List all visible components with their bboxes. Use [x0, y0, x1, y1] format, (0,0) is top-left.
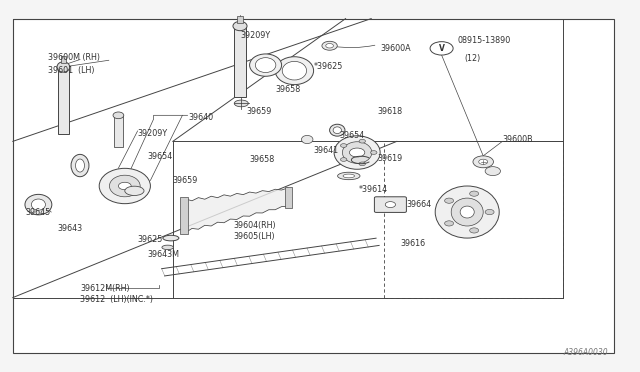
Circle shape [485, 167, 500, 176]
Bar [114, 115, 123, 147]
Bar [58, 67, 69, 134]
Ellipse shape [330, 124, 345, 136]
Ellipse shape [255, 58, 276, 73]
Text: 39600B: 39600B [502, 135, 533, 144]
Circle shape [371, 151, 377, 154]
Circle shape [470, 228, 479, 233]
Text: 39209Y: 39209Y [138, 129, 168, 138]
Text: 39654: 39654 [147, 152, 172, 161]
Text: 39625: 39625 [138, 235, 163, 244]
Circle shape [340, 144, 347, 147]
Text: (12): (12) [464, 54, 480, 63]
Ellipse shape [301, 135, 313, 144]
Ellipse shape [343, 174, 355, 178]
Text: 39659: 39659 [173, 176, 198, 185]
Ellipse shape [162, 245, 173, 250]
Text: 39600A: 39600A [381, 44, 412, 53]
Circle shape [349, 148, 365, 157]
Ellipse shape [109, 175, 140, 197]
Text: 39612  (LH)(INC.*): 39612 (LH)(INC.*) [80, 295, 153, 304]
Ellipse shape [282, 61, 307, 80]
Ellipse shape [451, 198, 483, 226]
Text: 39601  (LH): 39601 (LH) [48, 66, 95, 75]
Text: 39604(RH): 39604(RH) [234, 221, 276, 230]
Text: 39658: 39658 [275, 85, 300, 94]
Text: 39618: 39618 [378, 107, 403, 116]
Bar [180, 197, 188, 234]
Circle shape [430, 42, 453, 55]
FancyBboxPatch shape [13, 19, 614, 353]
Text: *39614: *39614 [358, 185, 388, 194]
Text: 39616: 39616 [400, 239, 425, 248]
Text: *39625: *39625 [314, 62, 343, 71]
Text: 39654: 39654 [339, 131, 364, 140]
Ellipse shape [57, 62, 70, 72]
Circle shape [479, 159, 488, 164]
Bar [234, 26, 246, 97]
Ellipse shape [113, 112, 124, 119]
Ellipse shape [99, 168, 150, 204]
Text: 39640: 39640 [189, 113, 214, 122]
Ellipse shape [163, 235, 179, 241]
Text: 39209Y: 39209Y [240, 31, 270, 40]
Text: 39619: 39619 [378, 154, 403, 163]
Text: 39658: 39658 [250, 155, 275, 164]
Text: 39612M(RH): 39612M(RH) [80, 284, 130, 293]
Ellipse shape [250, 54, 282, 76]
Text: 39643M: 39643M [147, 250, 179, 259]
Bar [237, 16, 243, 23]
Ellipse shape [125, 186, 144, 196]
Circle shape [359, 162, 365, 166]
Ellipse shape [333, 127, 342, 134]
Ellipse shape [275, 57, 314, 84]
Bar [285, 187, 292, 208]
Circle shape [359, 140, 365, 143]
Circle shape [118, 182, 131, 190]
Circle shape [326, 44, 333, 48]
Text: A396A0030: A396A0030 [563, 348, 608, 357]
Ellipse shape [76, 159, 84, 172]
Text: 39659: 39659 [246, 107, 272, 116]
Ellipse shape [234, 100, 248, 107]
Text: 39643: 39643 [58, 224, 83, 233]
Circle shape [385, 202, 396, 208]
Text: 39605(LH): 39605(LH) [234, 232, 275, 241]
Ellipse shape [31, 199, 45, 210]
Circle shape [445, 221, 454, 226]
Ellipse shape [338, 172, 360, 180]
Text: V: V [438, 44, 445, 53]
Bar [61, 56, 66, 63]
Circle shape [340, 158, 347, 161]
Ellipse shape [334, 136, 380, 169]
Circle shape [445, 198, 454, 203]
Text: 39645: 39645 [26, 208, 51, 217]
Text: 39600M (RH): 39600M (RH) [48, 53, 100, 62]
FancyBboxPatch shape [374, 197, 406, 212]
Text: 39641: 39641 [314, 146, 339, 155]
Ellipse shape [342, 142, 372, 163]
Ellipse shape [460, 206, 474, 218]
Text: 39664: 39664 [406, 200, 431, 209]
Ellipse shape [71, 154, 89, 177]
Ellipse shape [25, 194, 52, 215]
Circle shape [470, 191, 479, 196]
Ellipse shape [435, 186, 499, 238]
Circle shape [485, 209, 494, 215]
Circle shape [322, 41, 337, 50]
Text: 08915-13890: 08915-13890 [458, 36, 511, 45]
Ellipse shape [233, 21, 247, 31]
Circle shape [473, 156, 493, 168]
